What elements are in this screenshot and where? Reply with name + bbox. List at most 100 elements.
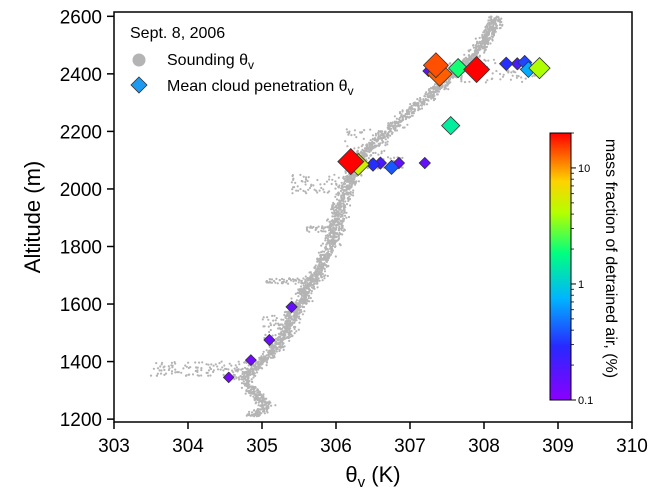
sounding-point — [299, 173, 302, 176]
sounding-point — [152, 367, 155, 370]
sounding-point — [253, 374, 256, 377]
sounding-point — [292, 186, 295, 189]
sounding-point — [243, 371, 246, 374]
sounding-point — [295, 319, 298, 322]
sounding-point — [324, 259, 328, 262]
sounding-point — [294, 181, 297, 184]
sounding-point — [249, 370, 252, 374]
sounding-point — [293, 327, 296, 331]
sounding-point — [159, 365, 162, 368]
sounding-point — [329, 235, 332, 238]
sounding-point — [156, 367, 160, 370]
sounding-point — [387, 122, 390, 125]
sounding-point — [393, 124, 397, 127]
sounding-point — [251, 387, 254, 390]
sounding-point — [271, 354, 274, 357]
sounding-point — [216, 368, 220, 371]
sounding-point — [344, 185, 347, 188]
sounding-point — [428, 96, 431, 99]
sounding-point — [357, 146, 360, 149]
sounding-point — [326, 237, 329, 241]
sounding-point — [336, 221, 339, 224]
sounding-point — [325, 265, 328, 268]
sounding-point — [240, 382, 244, 385]
sounding-point — [499, 72, 502, 76]
sounding-point — [282, 318, 285, 321]
sounding-point — [425, 91, 428, 94]
sounding-point — [336, 202, 339, 206]
sounding-point — [302, 284, 305, 287]
sounding-point — [243, 382, 246, 385]
sounding-point — [305, 226, 308, 229]
sounding-point — [369, 154, 372, 157]
sounding-point — [335, 219, 338, 222]
sounding-point — [484, 48, 487, 51]
sounding-point — [196, 369, 199, 372]
sounding-point — [244, 379, 248, 382]
sounding-point — [494, 23, 497, 26]
sounding-point — [200, 367, 203, 370]
sounding-point — [269, 322, 272, 325]
sounding-point — [287, 312, 290, 315]
sounding-point — [164, 372, 168, 375]
sounding-point — [395, 122, 399, 125]
sounding-point — [338, 225, 341, 228]
sounding-point — [347, 178, 351, 182]
sounding-point — [361, 143, 364, 146]
sounding-point — [304, 190, 307, 193]
sounding-point — [318, 271, 321, 274]
sounding-point — [162, 366, 165, 369]
sounding-point — [212, 364, 215, 367]
sounding-point — [347, 199, 350, 203]
sounding-point — [233, 374, 236, 377]
sounding-point — [466, 61, 469, 64]
sounding-point — [501, 23, 504, 26]
sounding-point — [346, 191, 349, 195]
sounding-point — [297, 317, 300, 320]
sounding-point — [462, 58, 465, 61]
sounding-point — [419, 100, 422, 103]
sounding-point — [339, 204, 342, 207]
sounding-point — [344, 171, 347, 174]
sounding-point — [313, 282, 316, 285]
sounding-point — [317, 225, 320, 228]
sounding-point — [296, 185, 299, 188]
sounding-point — [198, 361, 201, 364]
sounding-point — [434, 90, 437, 93]
sounding-point — [283, 329, 286, 332]
sounding-point — [388, 123, 391, 126]
sounding-point — [262, 350, 265, 353]
sounding-point — [234, 369, 237, 372]
sounding-point — [288, 339, 291, 342]
sounding-point — [248, 412, 251, 415]
sounding-point — [228, 362, 231, 365]
x-tick-label: 310 — [616, 436, 648, 457]
sounding-point — [231, 369, 234, 372]
sounding-point — [305, 228, 308, 231]
sounding-point — [184, 364, 187, 367]
sounding-point — [333, 222, 336, 225]
sounding-point — [344, 200, 347, 203]
sounding-point — [233, 367, 236, 370]
sounding-point — [475, 54, 478, 57]
sounding-point — [486, 79, 489, 82]
sounding-point — [312, 225, 315, 229]
sounding-point — [293, 278, 297, 281]
sounding-point — [340, 211, 343, 214]
sounding-point — [374, 134, 377, 137]
sounding-point — [323, 191, 326, 194]
sounding-point — [309, 226, 313, 229]
sounding-point — [271, 334, 274, 337]
sounding-point — [495, 69, 498, 73]
sounding-point — [429, 87, 433, 90]
sounding-point — [233, 378, 236, 381]
sounding-point — [274, 340, 277, 343]
sounding-point — [416, 98, 419, 101]
sounding-point — [266, 401, 269, 404]
x-tick-label: 303 — [98, 436, 130, 457]
sounding-point — [492, 18, 495, 21]
sounding-point — [386, 143, 389, 146]
sounding-point — [297, 328, 300, 331]
sounding-point — [330, 222, 333, 225]
sounding-point — [291, 174, 294, 177]
